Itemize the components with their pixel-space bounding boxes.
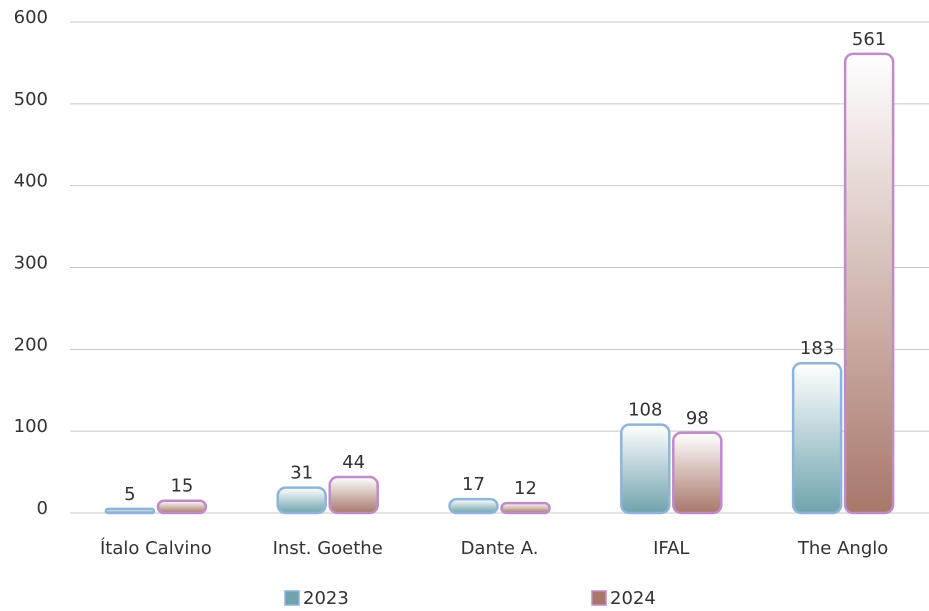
y-tick-label: 200 bbox=[14, 334, 48, 355]
x-tick-label: The Anglo bbox=[797, 538, 888, 559]
value-label: 15 bbox=[170, 476, 193, 497]
bar bbox=[448, 497, 499, 515]
x-tick-label: Dante A. bbox=[461, 538, 539, 559]
bar bbox=[104, 507, 156, 515]
bar bbox=[500, 501, 551, 515]
legend-swatch bbox=[284, 590, 300, 606]
value-label: 108 bbox=[628, 400, 662, 421]
x-tick-label: Inst. Goethe bbox=[273, 538, 383, 559]
x-tick-label: IFAL bbox=[653, 538, 689, 559]
bar bbox=[276, 486, 327, 515]
legend-label: 2024 bbox=[610, 588, 656, 609]
x-tick-label: Ítalo Calvino bbox=[100, 537, 212, 559]
value-label: 183 bbox=[800, 338, 834, 359]
bar bbox=[791, 361, 843, 515]
value-label: 12 bbox=[514, 478, 537, 499]
bar bbox=[843, 52, 895, 515]
bar bbox=[620, 423, 671, 515]
y-tick-label: 300 bbox=[14, 253, 48, 274]
bar bbox=[672, 431, 723, 515]
y-tick-label: 400 bbox=[14, 171, 48, 192]
value-label: 98 bbox=[686, 408, 709, 429]
value-label: 17 bbox=[462, 474, 485, 495]
y-tick-label: 100 bbox=[14, 416, 48, 437]
value-label: 31 bbox=[290, 463, 313, 484]
bar bbox=[328, 475, 379, 515]
legend-swatch bbox=[591, 590, 607, 606]
y-tick-label: 600 bbox=[14, 7, 48, 28]
y-tick-label: 0 bbox=[37, 498, 48, 519]
value-label: 44 bbox=[342, 452, 365, 473]
legend-label: 2023 bbox=[303, 588, 349, 609]
y-tick-label: 500 bbox=[14, 89, 48, 110]
value-label: 561 bbox=[852, 29, 886, 50]
value-label: 5 bbox=[124, 484, 135, 505]
bar bbox=[156, 499, 208, 515]
